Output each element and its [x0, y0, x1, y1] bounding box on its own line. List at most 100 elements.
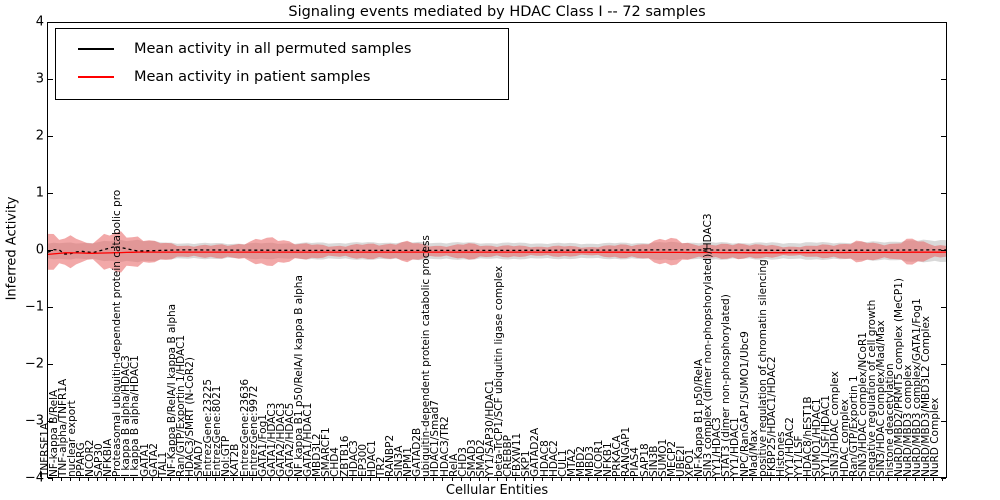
x-tick-mark — [133, 478, 135, 481]
y-tick-mark — [941, 250, 946, 251]
x-tick-mark — [851, 478, 853, 481]
legend-entry-permuted: Mean activity in all permuted samples — [56, 35, 508, 63]
x-tick-mark — [97, 478, 98, 481]
x-tick-mark — [933, 478, 935, 481]
x-tick-mark — [569, 478, 571, 481]
x-tick-mark — [169, 478, 171, 481]
x-tick-mark — [669, 478, 671, 481]
x-tick-mark — [924, 478, 926, 481]
legend-entry-patient: Mean activity in patient samples — [56, 63, 508, 91]
legend-label: Mean activity in patient samples — [134, 69, 371, 85]
x-tick-mark — [324, 478, 326, 481]
x-tick-mark — [124, 478, 126, 481]
x-tick-mark — [397, 478, 398, 481]
x-tick-mark — [360, 478, 362, 481]
y-tick-label: −4 — [24, 470, 44, 486]
x-tick-mark — [615, 478, 617, 481]
x-tick-mark — [906, 478, 908, 481]
x-tick-mark — [487, 478, 489, 481]
x-tick-mark — [242, 478, 244, 481]
x-tick-mark — [824, 478, 826, 481]
x-tick-mark — [642, 478, 644, 481]
x-tick-mark — [633, 478, 635, 481]
y-tick-mark — [941, 421, 946, 422]
y-tick-mark — [48, 22, 53, 23]
y-tick-mark — [941, 364, 946, 365]
y-tick-label: 3 — [35, 71, 44, 87]
x-tick-mark — [787, 478, 789, 481]
x-tick-mark — [224, 478, 226, 481]
x-tick-mark — [187, 478, 189, 481]
x-tick-mark — [778, 478, 780, 481]
x-tick-mark — [497, 478, 498, 481]
x-tick-mark — [524, 478, 526, 481]
x-tick-mark — [860, 478, 862, 481]
x-tick-mark — [378, 478, 380, 481]
x-tick-mark — [87, 478, 89, 481]
x-tick-mark — [442, 478, 444, 481]
y-tick-mark — [48, 79, 53, 80]
y-tick-mark — [48, 421, 53, 422]
x-tick-mark — [115, 478, 117, 481]
y-tick-label: −3 — [24, 413, 44, 429]
x-tick-mark — [415, 478, 417, 481]
y-tick-label: 4 — [35, 14, 44, 30]
x-tick-mark — [660, 478, 662, 481]
legend-label: Mean activity in all permuted samples — [134, 41, 412, 57]
x-tick-mark — [351, 478, 353, 481]
series-bands — [48, 231, 946, 273]
x-tick-mark — [624, 478, 626, 481]
x-tick-mark — [769, 478, 771, 481]
y-tick-mark — [48, 364, 53, 365]
x-tick-mark — [297, 478, 298, 481]
y-tick-mark — [941, 307, 946, 308]
x-tick-mark — [833, 478, 835, 481]
legend: Mean activity in all permuted samples Me… — [55, 28, 509, 100]
x-tick-mark — [160, 478, 162, 481]
x-tick-mark — [215, 478, 217, 481]
x-tick-mark — [142, 478, 144, 481]
x-tick-mark — [687, 478, 689, 481]
y-tick-label: −2 — [24, 356, 44, 372]
x-tick-mark — [287, 478, 289, 481]
x-tick-mark — [106, 478, 108, 481]
x-tick-mark — [715, 478, 717, 481]
x-tick-mark — [697, 478, 698, 481]
x-tick-mark — [451, 478, 453, 481]
x-tick-mark — [797, 478, 798, 481]
x-tick-mark — [542, 478, 544, 481]
x-tick-mark — [887, 478, 889, 481]
x-tick-mark — [478, 478, 480, 481]
x-tick-mark — [869, 478, 871, 481]
x-tick-mark — [342, 478, 344, 481]
x-tick-mark — [333, 478, 335, 481]
x-tick-mark — [315, 478, 317, 481]
x-tick-mark — [578, 478, 580, 481]
x-tick-mark — [533, 478, 535, 481]
x-tick-mark — [742, 478, 744, 481]
legend-line-red — [78, 76, 114, 78]
mean-patient-line — [48, 251, 946, 256]
x-tick-mark — [724, 478, 726, 481]
x-tick-mark — [197, 478, 198, 481]
x-tick-mark — [60, 478, 62, 481]
x-tick-mark — [651, 478, 653, 481]
y-tick-mark — [941, 79, 946, 80]
x-tick-mark — [897, 478, 898, 481]
y-tick-mark — [48, 250, 53, 251]
x-tick-mark — [369, 478, 371, 481]
x-tick-mark — [587, 478, 589, 481]
x-tick-mark — [251, 478, 253, 481]
x-tick-mark — [551, 478, 553, 481]
x-tick-mark — [806, 478, 808, 481]
x-tick-mark — [506, 478, 508, 481]
legend-line-black — [78, 48, 114, 50]
y-tick-mark — [48, 193, 53, 194]
x-tick-mark — [306, 478, 308, 481]
y-tick-mark — [941, 193, 946, 194]
x-tick-mark — [678, 478, 680, 481]
x-tick-mark — [915, 478, 917, 481]
y-tick-mark — [48, 478, 53, 479]
mean-permuted-line — [48, 245, 946, 255]
